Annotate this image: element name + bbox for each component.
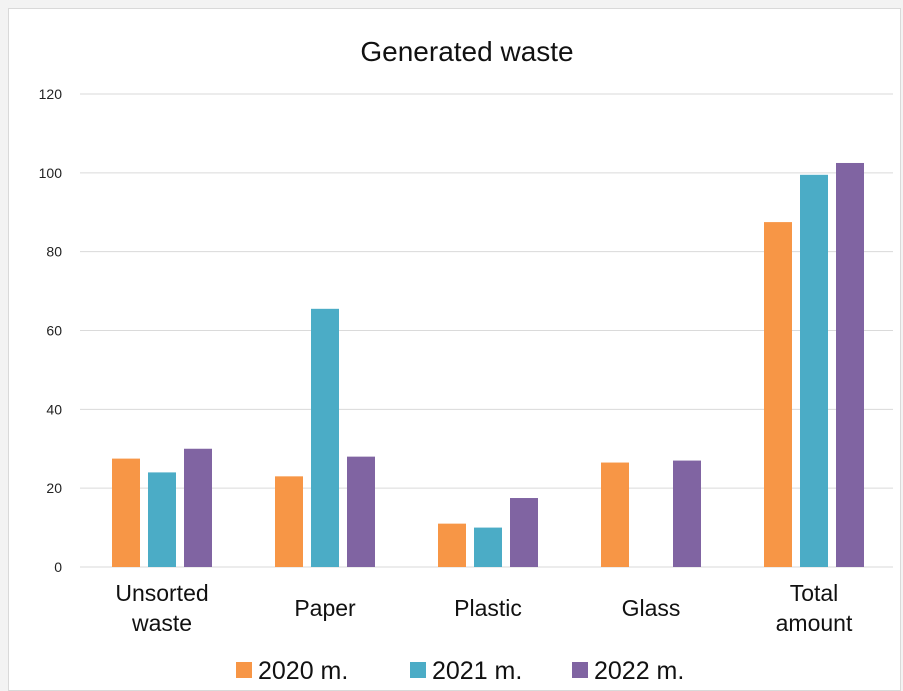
y-tick-label: 100 (39, 165, 63, 181)
legend-label: 2020 m. (258, 657, 348, 685)
x-category-label: Paper (294, 595, 356, 621)
legend-swatch (410, 662, 426, 678)
bar (438, 523, 466, 567)
y-tick-label: 120 (39, 86, 63, 102)
bar (836, 162, 864, 567)
bar (112, 458, 140, 567)
bar (510, 498, 538, 567)
legend-label: 2021 m. (432, 657, 522, 685)
bar (601, 462, 629, 567)
chart-title: Generated waste (360, 36, 573, 67)
x-category-label: waste (131, 610, 192, 636)
x-category-label: Plastic (454, 595, 522, 621)
y-tick-label: 60 (46, 323, 62, 339)
bar (764, 222, 792, 567)
y-tick-label: 20 (46, 480, 62, 496)
bar (347, 456, 375, 567)
legend-swatch (572, 662, 588, 678)
legend-swatch (236, 662, 252, 678)
chart-frame (8, 8, 901, 691)
bars (112, 162, 864, 567)
y-tick-label: 0 (54, 559, 62, 575)
legend-label: 2022 m. (594, 657, 684, 685)
bar (311, 308, 339, 567)
x-category-label: Glass (622, 595, 681, 621)
x-category-label: Total (790, 580, 839, 606)
gridlines (80, 93, 893, 568)
y-tick-label: 40 (46, 401, 62, 417)
bar (800, 174, 828, 567)
x-category-label: amount (776, 610, 853, 636)
y-axis-ticks: 0 20 40 60 80 100 120 (39, 86, 63, 575)
x-category-label: Unsorted (115, 580, 208, 606)
bar (673, 460, 701, 567)
bar (184, 448, 212, 567)
bar (474, 527, 502, 567)
bar (275, 476, 303, 567)
x-axis-categories: Unsorted waste Paper Plastic Glass Total amoun… (115, 580, 853, 636)
y-tick-label: 80 (46, 244, 62, 260)
bar (148, 472, 176, 567)
legend: 2020 m. 2021 m. 2022 m. (236, 657, 684, 685)
